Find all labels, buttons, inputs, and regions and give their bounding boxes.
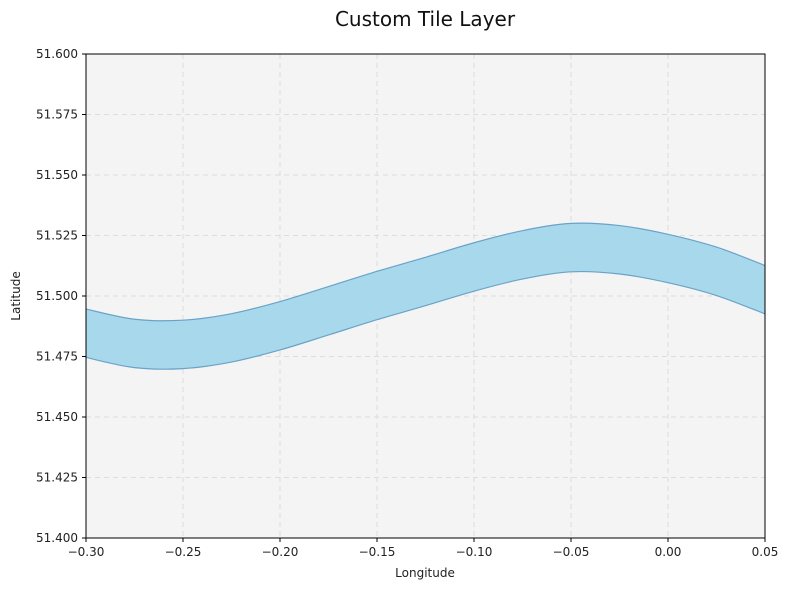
band-lower-edge — [85, 270, 766, 370]
x-axis-label: Longitude — [395, 566, 455, 580]
y-axis-label: Latitude — [9, 271, 23, 320]
y-tick-label: 51.400 — [36, 531, 78, 545]
y-tick-label: 51.450 — [36, 410, 78, 424]
x-tick-label: 0.05 — [752, 545, 779, 559]
x-tick-label: −0.15 — [359, 545, 396, 559]
y-tick-label: 51.600 — [36, 47, 78, 61]
x-tick-label: −0.30 — [68, 545, 105, 559]
y-tick-label: 51.550 — [36, 168, 78, 182]
band-upper-edge — [85, 222, 766, 322]
chart-title: Custom Tile Layer — [335, 7, 516, 31]
x-tick-label: −0.20 — [262, 545, 299, 559]
y-tick-label: 51.475 — [36, 350, 78, 364]
x-tick-label: 0.00 — [655, 545, 682, 559]
x-axis: −0.30 −0.25 −0.20 −0.15 −0.10 −0.05 0.00 0.05 — [68, 538, 779, 559]
band-area — [86, 223, 765, 370]
y-tick-label: 51.425 — [36, 471, 78, 485]
x-tick-label: −0.25 — [165, 545, 202, 559]
x-tick-label: −0.05 — [553, 545, 590, 559]
y-axis: 51.400 51.425 51.450 51.475 51.500 51.525 51.5… — [36, 47, 86, 545]
x-tick-label: −0.10 — [456, 545, 493, 559]
y-tick-label: 51.525 — [36, 229, 78, 243]
y-tick-label: 51.575 — [36, 108, 78, 122]
y-tick-label: 51.500 — [36, 289, 78, 303]
